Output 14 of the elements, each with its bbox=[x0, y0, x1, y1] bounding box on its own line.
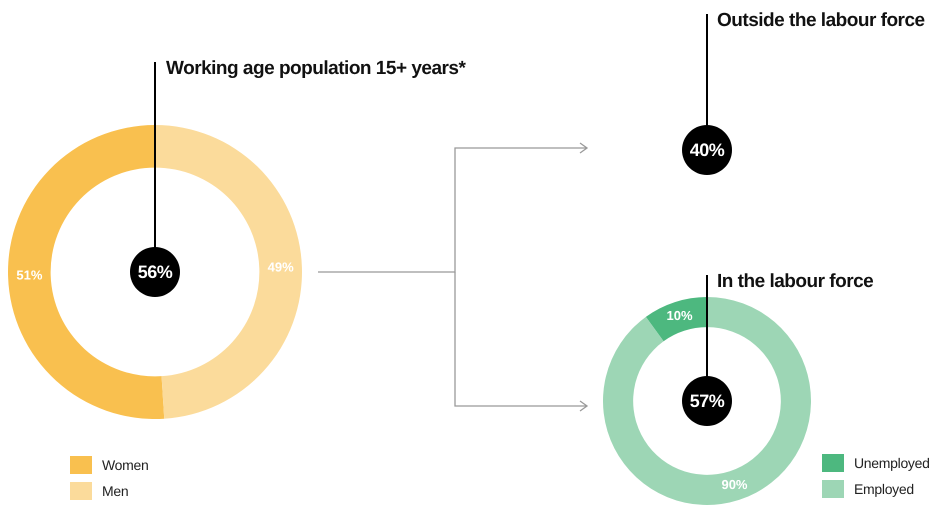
chart-title: Working age population 15+ years* bbox=[166, 58, 466, 80]
text: 57% bbox=[690, 390, 724, 412]
chart-title: In the labour force bbox=[717, 271, 874, 293]
text: 40% bbox=[690, 140, 724, 160]
legend-label: Women bbox=[102, 457, 148, 473]
legend-label: Unemployed bbox=[854, 455, 930, 471]
data-label: 90% bbox=[721, 477, 748, 492]
legend-label: Employed bbox=[854, 481, 914, 497]
data-label: 51% bbox=[16, 268, 43, 283]
text: Outside the labour force bbox=[717, 10, 925, 32]
data-label: 49% bbox=[268, 260, 294, 275]
legend-label: Men bbox=[102, 483, 128, 499]
data-label: 10% bbox=[666, 308, 693, 324]
text: 56% bbox=[138, 262, 172, 282]
